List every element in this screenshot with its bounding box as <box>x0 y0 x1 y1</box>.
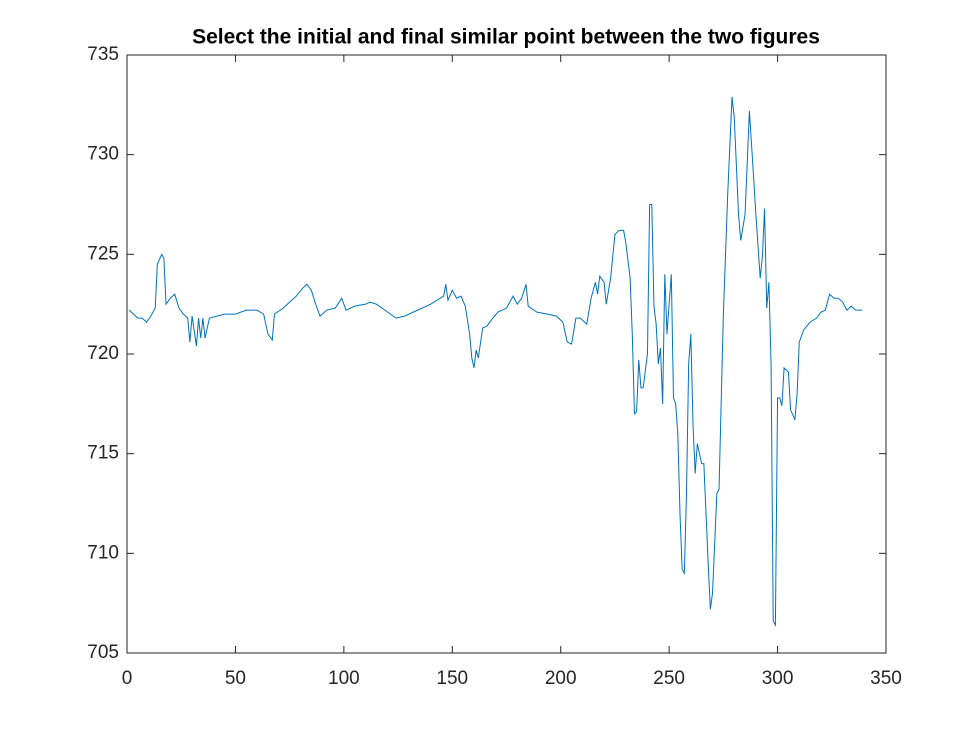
y-tick-label: 725 <box>87 243 119 264</box>
x-tick-label: 100 <box>328 668 360 689</box>
axes-box <box>126 54 887 654</box>
y-tick-label: 705 <box>87 642 119 663</box>
data-line <box>128 96 863 628</box>
y-tick-label: 735 <box>87 44 119 65</box>
y-tick-label: 715 <box>87 443 119 464</box>
x-tick-label: 350 <box>870 668 902 689</box>
x-tick-label: 0 <box>122 668 133 689</box>
y-tick-label: 710 <box>87 542 119 563</box>
x-tick-label: 50 <box>225 668 246 689</box>
x-tick-label: 200 <box>545 668 577 689</box>
x-tick-label: 300 <box>762 668 794 689</box>
x-tick-label: 150 <box>436 668 468 689</box>
y-tick-label: 730 <box>87 144 119 165</box>
y-tick-label: 720 <box>87 343 119 364</box>
x-tick-label: 250 <box>653 668 685 689</box>
chart-title: Select the initial and final similar poi… <box>192 26 820 49</box>
